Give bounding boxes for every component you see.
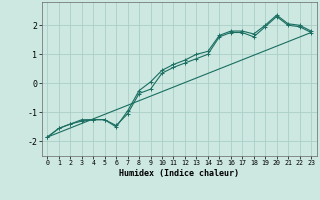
X-axis label: Humidex (Indice chaleur): Humidex (Indice chaleur) [119, 169, 239, 178]
